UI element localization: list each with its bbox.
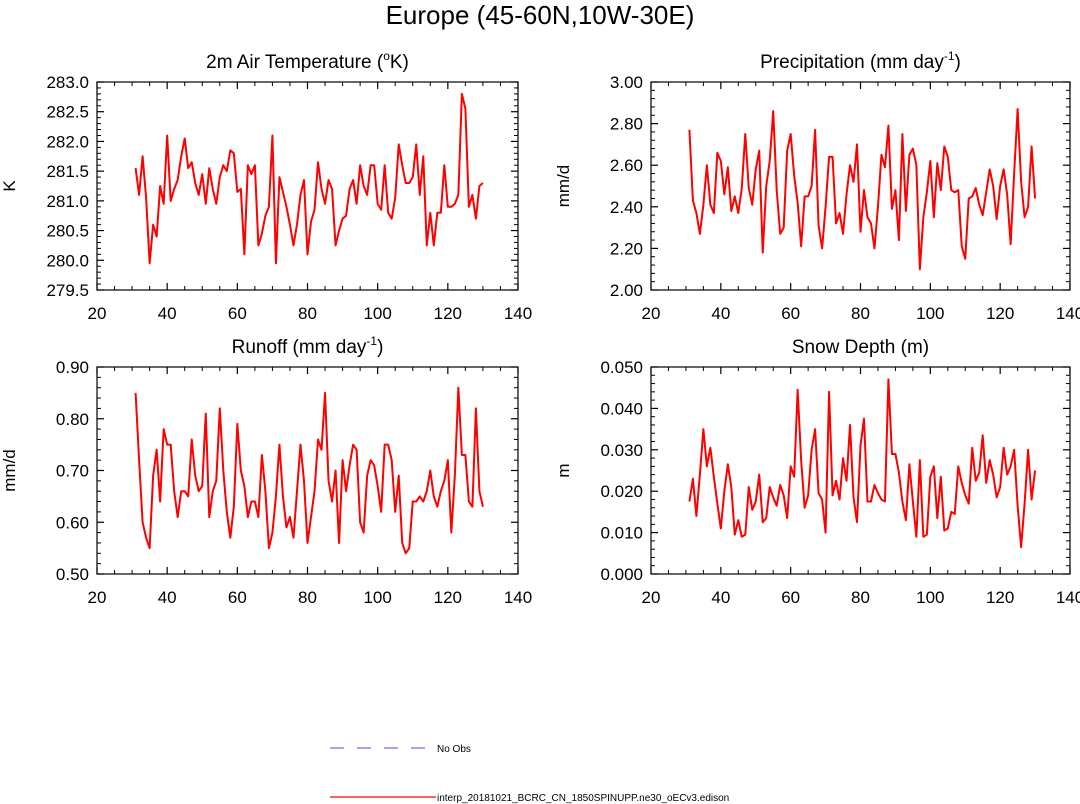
x-tick-label: 100 bbox=[916, 304, 944, 323]
x-tick-label: 140 bbox=[1056, 588, 1080, 607]
x-tick-label: 140 bbox=[504, 588, 532, 607]
series-line bbox=[688, 378, 1037, 549]
y-tick-label: 0.000 bbox=[600, 565, 643, 584]
y-tick-label: 3.00 bbox=[610, 73, 643, 92]
x-tick-label: 40 bbox=[158, 304, 177, 323]
legend-label-no-obs: No Obs bbox=[437, 744, 471, 755]
x-tick-label: 100 bbox=[363, 304, 391, 323]
y-axis-label: mm/d bbox=[0, 449, 19, 492]
y-tick-label: 2.80 bbox=[610, 115, 643, 134]
x-tick-label: 60 bbox=[781, 588, 800, 607]
y-axis-label: mm/d bbox=[554, 165, 573, 208]
panel-snow-depth: Snow Depth (m) m 0.000 0.010 0.020 0.030 0.040… bbox=[554, 337, 1080, 607]
panel-precipitation: Precipitation (mm day-1) mm/d 2.00 2.20 2.40… bbox=[554, 49, 1080, 323]
series-line bbox=[688, 108, 1037, 271]
x-tick-label: 120 bbox=[434, 588, 462, 607]
y-tick-label: 2.00 bbox=[610, 281, 643, 300]
x-tick-label: 60 bbox=[781, 304, 800, 323]
y-tick-label: 2.60 bbox=[610, 156, 643, 175]
legend-label-model: interp_20181021_BCRC_CN_1850SPINUPP.ne30… bbox=[437, 793, 729, 804]
y-tick-label: 0.80 bbox=[56, 410, 89, 429]
series-line bbox=[134, 386, 484, 555]
x-tick-label: 100 bbox=[363, 588, 391, 607]
panel-runoff: Runoff (mm day-1) mm/d 0.50 0.60 0.70 0.80 0.9… bbox=[0, 334, 532, 607]
panel-air-temperature: 2m Air Temperature (oK) K 279.5 280.0 280.5 2… bbox=[0, 49, 532, 323]
x-tick-label: 40 bbox=[711, 304, 730, 323]
x-tick-label: 120 bbox=[986, 304, 1014, 323]
x-tick-label: 80 bbox=[851, 304, 870, 323]
x-tick-label: 20 bbox=[642, 304, 661, 323]
panel-title: Snow Depth (m) bbox=[792, 337, 929, 358]
x-tick-label: 120 bbox=[986, 588, 1014, 607]
legend: No Obs interp_20181021_BCRC_CN_1850SPINU… bbox=[330, 744, 729, 804]
y-tick-label: 283.0 bbox=[46, 73, 89, 92]
y-tick-label: 0.020 bbox=[600, 482, 643, 501]
panel-title: Precipitation (mm day-1) bbox=[760, 49, 961, 73]
x-tick-label: 20 bbox=[88, 304, 107, 323]
panel-title: Runoff (mm day-1) bbox=[232, 334, 384, 358]
y-tick-label: 0.030 bbox=[600, 441, 643, 460]
x-tick-label: 40 bbox=[711, 588, 730, 607]
panel-title: 2m Air Temperature (oK) bbox=[206, 49, 409, 73]
y-axis-label: m bbox=[554, 463, 573, 477]
y-tick-label: 282.0 bbox=[46, 132, 89, 151]
y-tick-label: 279.5 bbox=[46, 281, 89, 300]
x-tick-label: 140 bbox=[504, 304, 532, 323]
y-tick-label: 0.040 bbox=[600, 399, 643, 418]
y-tick-label: 280.5 bbox=[46, 222, 89, 241]
figure-title: Europe (45-60N,10W-30E) bbox=[386, 0, 695, 30]
y-tick-label: 0.90 bbox=[56, 358, 89, 377]
x-tick-label: 40 bbox=[158, 588, 177, 607]
x-tick-label: 80 bbox=[298, 304, 317, 323]
series-line bbox=[134, 92, 484, 265]
y-tick-label: 281.5 bbox=[46, 162, 89, 181]
y-tick-label: 280.0 bbox=[46, 251, 89, 270]
y-tick-label: 0.70 bbox=[56, 462, 89, 481]
y-tick-label: 0.010 bbox=[600, 524, 643, 543]
y-tick-label: 2.20 bbox=[610, 239, 643, 258]
y-axis-label: K bbox=[0, 180, 19, 192]
y-tick-label: 281.0 bbox=[46, 192, 89, 211]
x-tick-label: 20 bbox=[642, 588, 661, 607]
plot-frame bbox=[650, 81, 1071, 291]
x-tick-label: 140 bbox=[1056, 304, 1080, 323]
x-tick-label: 20 bbox=[88, 588, 107, 607]
y-tick-label: 0.60 bbox=[56, 513, 89, 532]
y-tick-label: 0.050 bbox=[600, 358, 643, 377]
x-tick-label: 80 bbox=[851, 588, 870, 607]
x-tick-label: 80 bbox=[298, 588, 317, 607]
x-tick-label: 120 bbox=[434, 304, 462, 323]
y-tick-label: 282.5 bbox=[46, 103, 89, 122]
y-tick-label: 0.50 bbox=[56, 565, 89, 584]
x-tick-label: 60 bbox=[228, 304, 247, 323]
y-tick-label: 2.40 bbox=[610, 198, 643, 217]
x-tick-label: 60 bbox=[228, 588, 247, 607]
x-tick-label: 100 bbox=[916, 588, 944, 607]
